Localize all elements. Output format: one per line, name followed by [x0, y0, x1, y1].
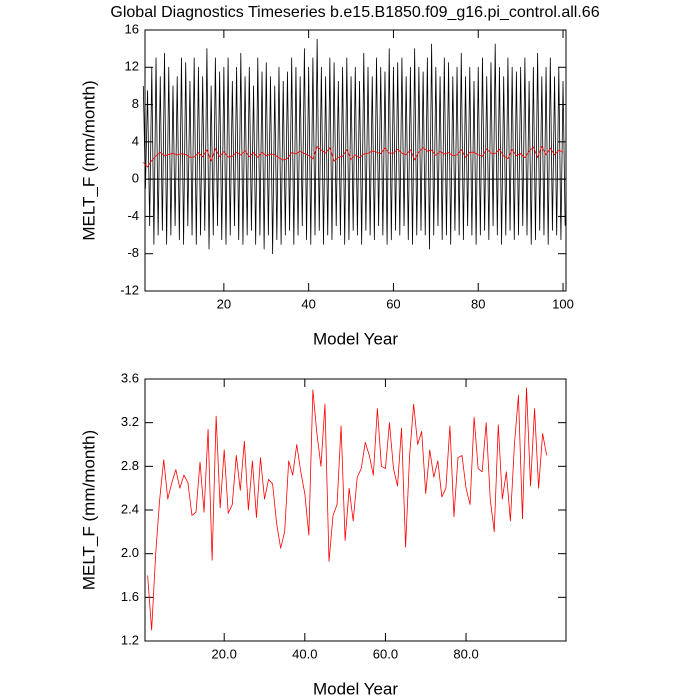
- x-tick-label: 40: [301, 296, 315, 311]
- y-tick-label: 16: [125, 21, 139, 36]
- y-tick-label: -8: [127, 245, 139, 260]
- x-tick-label: 20: [217, 296, 231, 311]
- y-tick-label: 1.6: [121, 589, 139, 604]
- y-tick-label: 3.2: [121, 414, 139, 429]
- y-axis-label: MELT_F (mm/month): [79, 80, 98, 240]
- x-tick-label: 100: [552, 296, 574, 311]
- plot-frame: [144, 378, 567, 642]
- x-tick-label: 40.0: [292, 646, 317, 661]
- y-axis-label: MELT_F (mm/month): [79, 430, 98, 590]
- y-tick-label: -4: [127, 208, 139, 223]
- x-tick-label: 80.0: [453, 646, 478, 661]
- x-tick-label: 60.0: [373, 646, 398, 661]
- y-tick-label: 4: [132, 133, 139, 148]
- y-tick-label: 0: [132, 171, 139, 186]
- y-tick-label: 2.4: [121, 501, 139, 516]
- data-line: [147, 387, 548, 631]
- y-tick-label: 12: [125, 59, 139, 74]
- y-tick-label: 2.8: [121, 458, 139, 473]
- y-tick-label: -12: [120, 282, 139, 297]
- x-axis-label: Model Year: [313, 679, 398, 698]
- x-tick-label: 60: [386, 296, 400, 311]
- x-tick-label: 80: [471, 296, 485, 311]
- y-tick-label: 3.6: [121, 370, 139, 385]
- x-axis-label: Model Year: [313, 329, 398, 348]
- y-tick-label: 2.0: [121, 545, 139, 560]
- y-tick-label: 8: [132, 96, 139, 111]
- y-tick-label: 1.2: [121, 632, 139, 647]
- x-tick-label: 20.0: [212, 646, 237, 661]
- annual-mean-line: [143, 145, 564, 168]
- chart-title: Global Diagnostics Timeseries b.e15.B185…: [110, 4, 599, 21]
- data-line: [142, 38, 566, 255]
